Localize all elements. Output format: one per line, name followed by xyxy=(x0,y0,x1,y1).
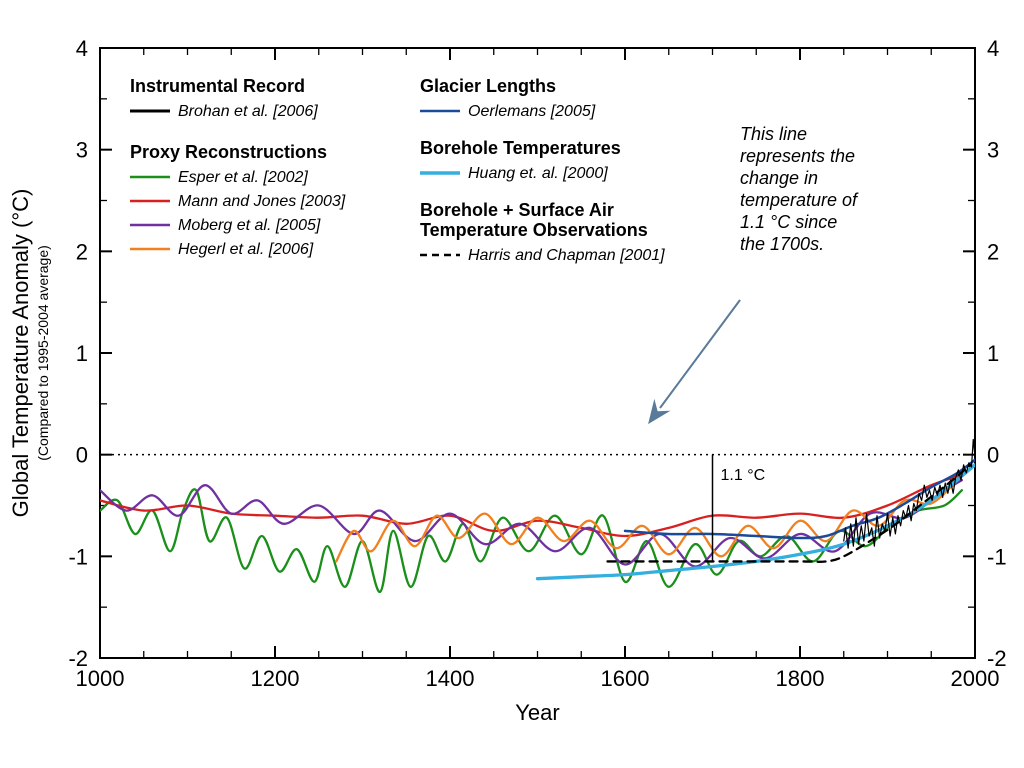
legend-heading: Glacier Lengths xyxy=(420,76,556,96)
y-tick-label-left: 4 xyxy=(76,36,88,61)
x-axis-label: Year xyxy=(515,700,559,725)
legend-heading: Instrumental Record xyxy=(130,76,305,96)
legend-item-label: Esper et al. [2002] xyxy=(178,169,308,186)
x-tick-label: 1400 xyxy=(426,666,475,691)
legend-heading: Borehole + Surface Air xyxy=(420,200,614,220)
x-tick-label: 1600 xyxy=(601,666,650,691)
series-line xyxy=(100,489,962,592)
y-tick-label-right: 2 xyxy=(987,239,999,264)
legend-item-label: Brohan et al. [2006] xyxy=(178,103,318,120)
y-axis-sublabel: (Compared to 1995-2004 average) xyxy=(35,245,51,461)
legend-item-label: Oerlemans [2005] xyxy=(468,103,596,120)
temperature-anomaly-chart: 100012001400160018002000-2-2-1-100112233… xyxy=(0,0,1024,768)
x-tick-label: 1800 xyxy=(776,666,825,691)
series-line xyxy=(336,480,957,561)
x-tick-label: 1200 xyxy=(251,666,300,691)
y-tick-label-right: -1 xyxy=(987,544,1007,569)
y-tick-label-right: 3 xyxy=(987,138,999,163)
y-tick-label-left: -2 xyxy=(68,646,88,671)
series-line xyxy=(100,475,962,536)
annotation-arrow xyxy=(660,300,740,408)
chart-container: 100012001400160018002000-2-2-1-100112233… xyxy=(0,0,1024,768)
legend-heading: Proxy Reconstructions xyxy=(130,142,327,162)
y-tick-label-left: 3 xyxy=(76,138,88,163)
y-axis-ticks: -2 -2 -1 -1 0 0 1 1 2 2 3 3 4 4 xyxy=(68,36,1006,671)
y-tick-label-left: 0 xyxy=(76,443,88,468)
legend-item-label: Moberg et al. [2005] xyxy=(178,217,321,234)
legend-heading: Temperature Observations xyxy=(420,220,648,240)
y-tick-label-left: 2 xyxy=(76,239,88,264)
series-group xyxy=(100,439,979,592)
y-tick-label-right: 4 xyxy=(987,36,999,61)
legend-item-label: Huang et. al. [2000] xyxy=(468,165,608,182)
legend-item-label: Harris and Chapman [2001] xyxy=(468,247,665,264)
y-tick-label-left: 1 xyxy=(76,341,88,366)
legend-item-label: Mann and Jones [2003] xyxy=(178,193,346,210)
y-axis-label: Global Temperature Anomaly (°C) xyxy=(8,189,33,518)
y-tick-label-right: 1 xyxy=(987,341,999,366)
marker-label: 1.1 °C xyxy=(721,467,766,484)
legend: Instrumental Record Brohan et al. [2006] P… xyxy=(130,76,665,264)
y-tick-label-right: 0 xyxy=(987,443,999,468)
y-tick-label-left: -1 xyxy=(68,544,88,569)
annotation-text: This linerepresents thechange intemperat… xyxy=(740,124,859,254)
y-tick-label-right: -2 xyxy=(987,646,1007,671)
legend-heading: Borehole Temperatures xyxy=(420,138,621,158)
legend-item-label: Hegerl et al. [2006] xyxy=(178,241,314,258)
